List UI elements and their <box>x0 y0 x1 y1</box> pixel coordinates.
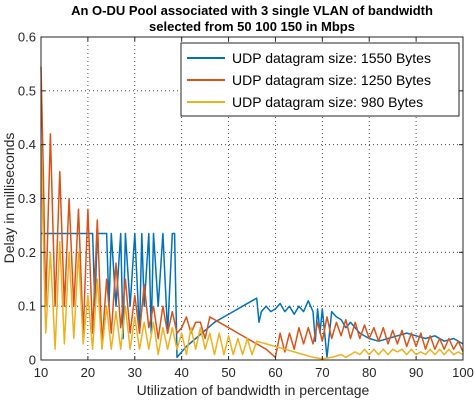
x-tick-label: 90 <box>409 365 423 380</box>
y-tick-label: 0.1 <box>18 299 36 314</box>
y-tick-label: 0.2 <box>18 245 36 260</box>
y-tick-label: 0 <box>29 353 36 368</box>
x-tick-label: 100 <box>452 365 474 380</box>
x-tick-label: 60 <box>268 365 282 380</box>
x-tick-label: 70 <box>315 365 329 380</box>
y-axis-label: Delay in milliseconds <box>1 133 17 264</box>
x-tick-label: 80 <box>362 365 376 380</box>
legend: UDP datagram size: 1550 Bytes UDP datagra… <box>180 42 460 117</box>
legend-label-2: UDP datagram size: 1250 Bytes <box>232 72 431 88</box>
x-axis-label: Utilization of bandwidth in percentage <box>137 382 370 398</box>
chart-title-line-2: selected from 50 100 150 in Mbps <box>149 19 355 34</box>
x-tick-label: 30 <box>128 365 142 380</box>
y-tick-label: 0.6 <box>18 30 36 45</box>
y-tick-label: 0.5 <box>18 83 36 98</box>
legend-box <box>180 42 460 117</box>
x-tick-label: 20 <box>81 365 95 380</box>
x-tick-label: 40 <box>174 365 188 380</box>
x-tick-label: 50 <box>221 365 235 380</box>
legend-label-3: UDP datagram size: 980 Bytes <box>232 94 423 110</box>
chart-title-line-1: An O-DU Pool associated with 3 single VL… <box>71 3 433 18</box>
x-tick-label: 10 <box>34 365 48 380</box>
y-tick-label: 0.3 <box>18 191 36 206</box>
series-line-3 <box>40 144 464 360</box>
y-tick-label: 0.4 <box>18 137 36 152</box>
legend-label-1: UDP datagram size: 1550 Bytes <box>232 50 431 66</box>
